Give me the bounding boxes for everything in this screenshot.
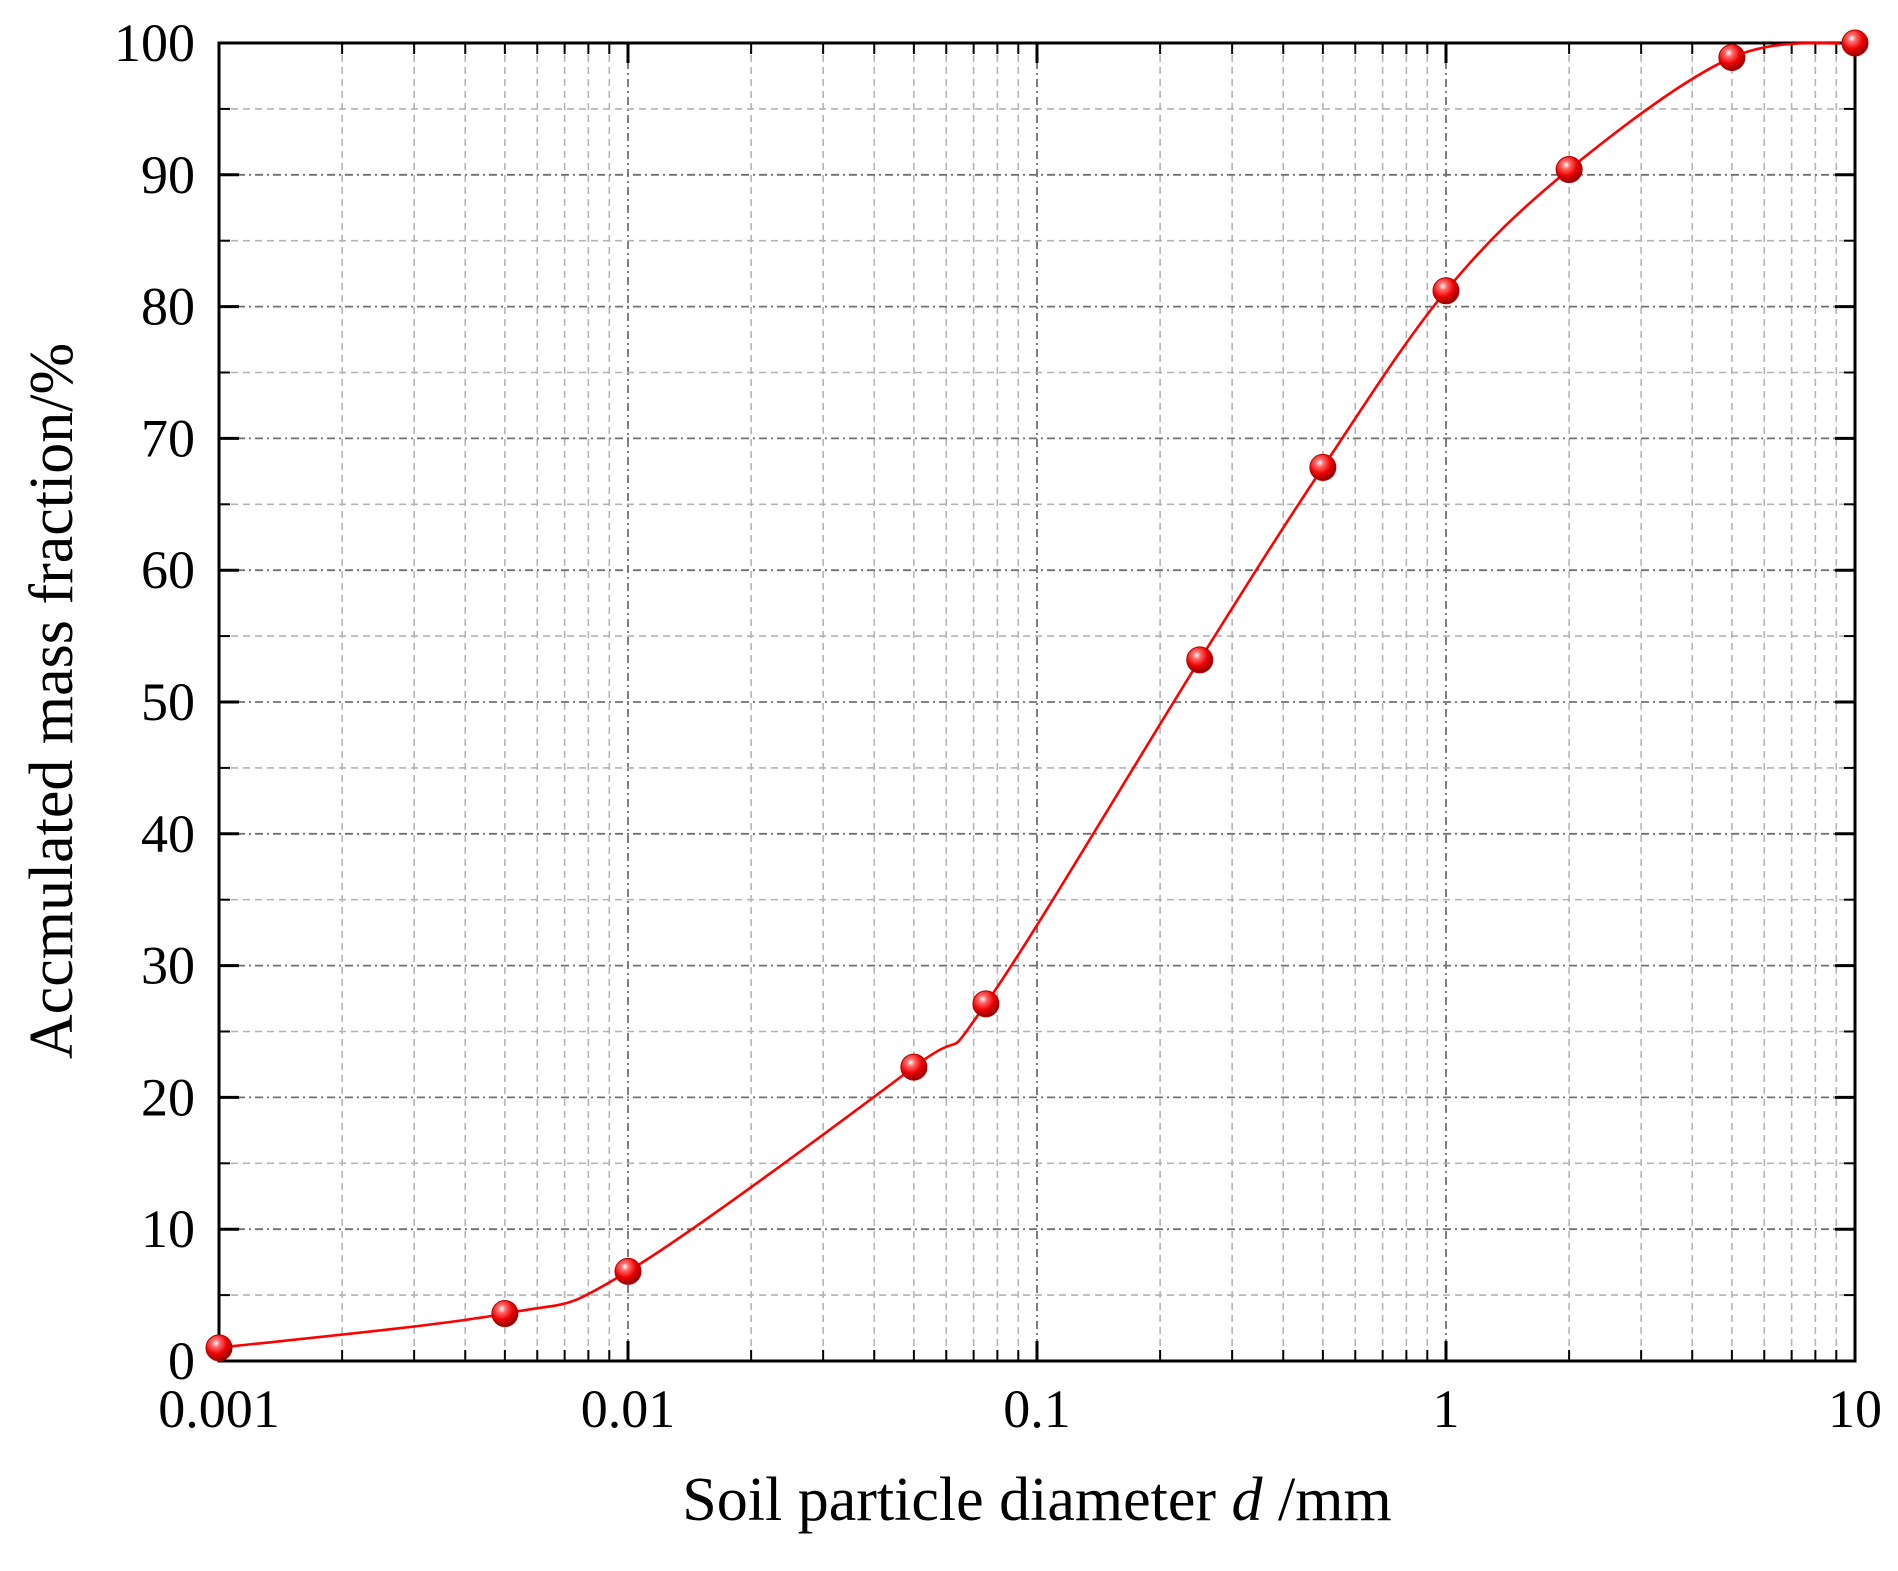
data-point [205, 1334, 233, 1362]
y-axis-title: Accmulated mass fraction/% [18, 343, 86, 1059]
data-point [972, 990, 1000, 1018]
y-tick-label: 20 [141, 1067, 195, 1127]
y-tick-label: 70 [141, 408, 195, 468]
data-point [614, 1257, 642, 1285]
data-point [900, 1053, 928, 1081]
x-tick-label: 0.01 [581, 1379, 676, 1439]
x-axis-title: Soil particle diameter d /mm [682, 1466, 1391, 1534]
data-point [1555, 156, 1583, 184]
x-axis-title-variable: d [1232, 1466, 1264, 1534]
y-tick-label: 80 [141, 277, 195, 337]
y-tick-label: 10 [141, 1199, 195, 1259]
x-tick-label: 0.001 [158, 1379, 280, 1439]
x-tick-label: 1 [1433, 1379, 1460, 1439]
x-axis-title-suffix: /mm [1263, 1466, 1392, 1534]
data-series [205, 29, 1869, 1362]
data-point [1841, 29, 1869, 57]
data-point [1309, 453, 1337, 481]
y-tick-label: 100 [114, 13, 195, 73]
data-point [491, 1300, 519, 1328]
y-tick-label: 30 [141, 936, 195, 996]
y-tick-label: 90 [141, 145, 195, 205]
y-tick-label: 50 [141, 672, 195, 732]
axis-ticks [217, 41, 1857, 1363]
y-tick-label: 0 [168, 1331, 195, 1391]
y-tick-label: 40 [141, 804, 195, 864]
grid-lines [218, 42, 1856, 1362]
data-point [1718, 43, 1746, 71]
y-tick-label: 60 [141, 540, 195, 600]
x-tick-label: 10 [1828, 1379, 1882, 1439]
x-tick-label: 0.1 [1003, 1379, 1071, 1439]
data-point [1186, 646, 1214, 674]
data-point [1432, 277, 1460, 305]
x-axis-title-prefix: Soil particle diameter [682, 1466, 1231, 1534]
